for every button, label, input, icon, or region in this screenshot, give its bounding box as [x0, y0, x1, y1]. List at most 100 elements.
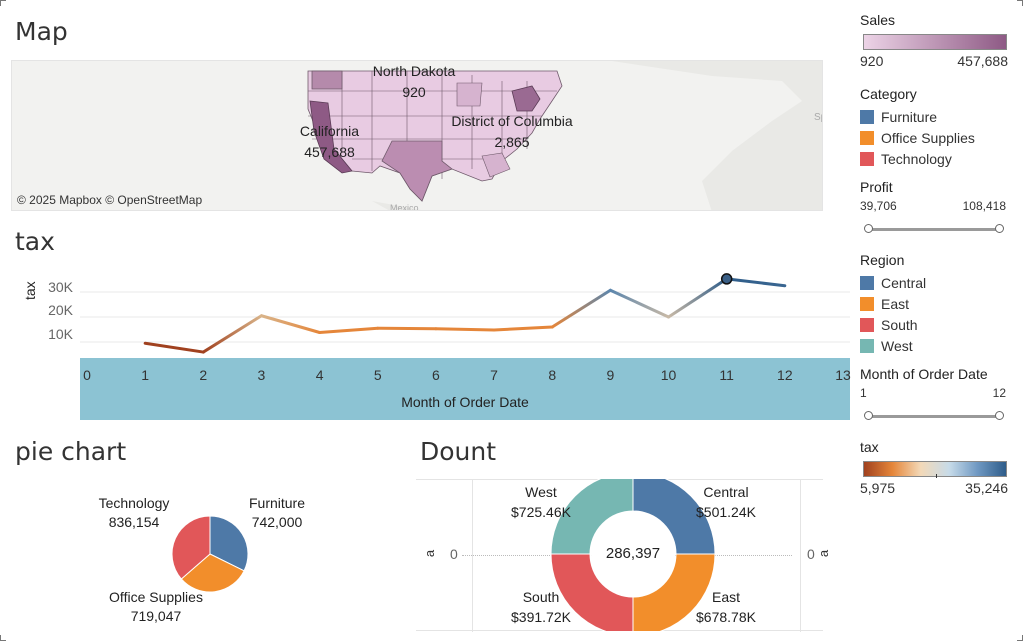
- legend-item-label: South: [881, 316, 918, 333]
- tax-x-tick: 12: [777, 367, 793, 383]
- donut-axis-right-zero: 0: [807, 546, 815, 562]
- legend-tax-title: tax: [860, 439, 879, 455]
- legend-swatch: [860, 130, 874, 145]
- tax-line-segment: [143, 341, 205, 354]
- map-state-new-york[interactable]: [511, 85, 541, 112]
- legend-profit-title: Profit: [860, 179, 893, 195]
- tax-x-tick: 7: [490, 367, 498, 383]
- month-range-slider[interactable]: [864, 411, 1004, 420]
- map-state-california[interactable]: [309, 100, 353, 174]
- donut-slice-west: [550, 479, 634, 555]
- legend-region-item-south[interactable]: South: [860, 314, 1020, 335]
- tax-x-tick: 6: [432, 367, 440, 383]
- map-land-europe: [612, 61, 822, 210]
- donut-label-name: South: [522, 589, 560, 605]
- map-annotation-state: North Dakota: [372, 63, 456, 79]
- tax-line-segment: [259, 314, 322, 334]
- map-view[interactable]: North Dakota 920 California 457,688 Dist…: [11, 60, 823, 211]
- pie-label-technology: Technology 836,154: [84, 494, 184, 532]
- legend-item-label: Furniture: [881, 108, 938, 125]
- legend-month-max: 12: [992, 386, 1006, 400]
- tax-y-tick: 10K: [48, 326, 73, 342]
- map-attribution: © 2025 Mapbox © OpenStreetMap: [17, 193, 203, 207]
- tax-line-segment: [318, 326, 380, 334]
- slider-handle-max[interactable]: [995, 224, 1004, 233]
- legend-region-item-west[interactable]: West: [860, 335, 1020, 356]
- legend-item-label: Central: [881, 274, 927, 291]
- pie-slice-office-supplies: [180, 553, 245, 593]
- tax-x-axis: 0 1 2 3 4 5 6 7 8 9 10 11 12 13 Month of Order Date: [80, 358, 851, 420]
- legend-item-label: West: [881, 337, 913, 354]
- legend-region-title: Region: [860, 252, 905, 268]
- map-annotation-state: District of Columbia: [451, 113, 573, 129]
- slider-handle-min[interactable]: [864, 224, 873, 233]
- tax-x-tick: 13: [835, 367, 851, 383]
- legend-tax-ramp[interactable]: [863, 461, 1007, 478]
- pie-label-name: Office Supplies: [109, 589, 203, 605]
- legend-sales-ramp[interactable]: [863, 34, 1007, 50]
- legend-category: Category Furniture Office Supplies Techn…: [860, 86, 1020, 169]
- map-annotation-value: 920: [402, 84, 426, 100]
- tax-line-segment: [667, 277, 729, 319]
- donut-label-east: East $678.78K: [680, 587, 772, 627]
- pie-label-value: 836,154: [108, 514, 160, 530]
- map-state-texas[interactable]: [381, 140, 453, 202]
- pie-label-furniture: Furniture 742,000: [232, 494, 322, 532]
- pie-label-value: 719,047: [130, 608, 182, 624]
- map-annotation-value: 2,865: [494, 134, 530, 150]
- slider-handle-max[interactable]: [995, 411, 1004, 420]
- map-annotation-dc: District of Columbia 2,865: [437, 111, 587, 153]
- legend-category-item-furniture[interactable]: Furniture: [860, 106, 1020, 127]
- legend-category-title: Category: [860, 86, 917, 102]
- map-title: Map: [15, 17, 68, 46]
- donut-label-central: Central $501.24K: [680, 482, 772, 522]
- tax-line-segment: [725, 277, 787, 288]
- map-place-spain: Spain: [814, 112, 822, 123]
- tax-line-segment: [376, 326, 438, 331]
- slider-handle-min[interactable]: [864, 411, 873, 420]
- donut-chart-title: Dount: [420, 437, 497, 466]
- tax-x-tick: 2: [199, 367, 208, 383]
- donut-label-value: $678.78K: [696, 609, 756, 625]
- donut-slice-east: [632, 553, 716, 631]
- legend-region-item-central[interactable]: Central: [860, 272, 1020, 293]
- map-svg: [12, 61, 822, 210]
- map-annotation-north-dakota: North Dakota 920: [364, 61, 464, 103]
- tax-x-tick: 0: [83, 367, 91, 383]
- legend-month-min: 1: [860, 386, 867, 400]
- tax-line-segment: [201, 314, 263, 354]
- map-annotation-value: 457,688: [304, 144, 355, 160]
- slider-track: [868, 228, 1000, 231]
- pie-chart-title: pie chart: [15, 437, 127, 466]
- legend-item-label: Technology: [881, 150, 952, 167]
- legend-region: Region Central East South West: [860, 252, 1020, 356]
- legend-region-item-east[interactable]: East: [860, 293, 1020, 314]
- legend-swatch: [860, 109, 874, 124]
- donut-chart[interactable]: [550, 479, 716, 631]
- donut-axis-left-zero: 0: [450, 546, 458, 562]
- tax-y-tick: 20K: [48, 302, 73, 318]
- pie-chart[interactable]: [130, 497, 290, 617]
- legend-profit-min: 39,706: [860, 199, 897, 213]
- legend-category-item-technology[interactable]: Technology: [860, 148, 1020, 169]
- map-place-mexico: Mexico: [390, 203, 419, 211]
- legend-category-item-office-supplies[interactable]: Office Supplies: [860, 127, 1020, 148]
- profit-range-slider[interactable]: [864, 224, 1004, 233]
- tax-line-segment: [492, 325, 554, 332]
- legend-item-label: East: [881, 295, 910, 312]
- tax-x-tick: 9: [606, 367, 615, 383]
- pie-label-office-supplies: Office Supplies 719,047: [96, 588, 216, 626]
- donut-axis-right-label: a: [816, 549, 832, 558]
- tax-y-tick: 30K: [48, 279, 73, 295]
- legend-sales-title: Sales: [860, 12, 896, 28]
- slider-track: [868, 415, 1000, 418]
- tax-line-chart[interactable]: [80, 268, 850, 358]
- donut-slice-central: [632, 479, 716, 555]
- map-state-washington[interactable]: [311, 70, 343, 90]
- tax-x-axis-title: Month of Order Date: [401, 394, 529, 410]
- tax-x-tick: 1: [141, 367, 150, 383]
- tax-x-tick: 5: [373, 367, 382, 383]
- legend-swatch: [860, 296, 874, 311]
- donut-label-value: $501.24K: [696, 504, 756, 520]
- tax-line-segment: [608, 288, 671, 319]
